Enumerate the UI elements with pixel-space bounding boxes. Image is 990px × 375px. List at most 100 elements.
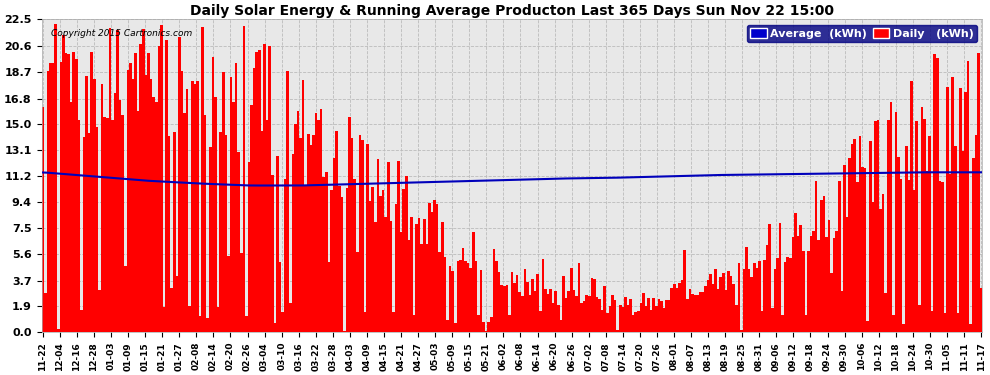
Bar <box>892 315 895 332</box>
Bar <box>98 290 101 332</box>
Bar <box>980 288 982 332</box>
Bar <box>696 295 699 332</box>
Bar <box>580 303 583 332</box>
Bar <box>387 162 389 332</box>
Bar <box>263 44 265 332</box>
Bar <box>410 216 413 332</box>
Bar <box>467 262 469 332</box>
Bar <box>575 296 578 332</box>
Bar <box>640 303 643 332</box>
Bar <box>554 291 557 332</box>
Bar <box>622 307 624 332</box>
Bar <box>635 312 637 332</box>
Bar <box>135 53 137 332</box>
Bar <box>738 263 741 332</box>
Bar <box>291 154 294 332</box>
Bar <box>315 113 318 332</box>
Bar <box>439 252 442 332</box>
Bar <box>617 330 619 332</box>
Bar <box>675 288 678 332</box>
Bar <box>258 50 260 332</box>
Bar <box>165 40 168 332</box>
Bar <box>665 300 668 332</box>
Bar <box>183 113 186 332</box>
Bar <box>199 316 201 332</box>
Bar <box>168 136 170 332</box>
Bar <box>681 280 683 332</box>
Bar <box>825 237 828 332</box>
Bar <box>186 90 188 332</box>
Bar <box>511 272 513 332</box>
Bar <box>318 120 320 332</box>
Bar <box>101 84 103 332</box>
Bar <box>730 276 733 332</box>
Bar <box>454 323 456 332</box>
Bar <box>763 260 766 332</box>
Bar <box>62 35 64 332</box>
Bar <box>70 102 72 332</box>
Bar <box>519 292 521 332</box>
Bar <box>252 68 255 332</box>
Bar <box>709 274 712 332</box>
Bar <box>80 310 83 332</box>
Bar <box>910 81 913 332</box>
Bar <box>794 213 797 332</box>
Bar <box>614 300 617 332</box>
Bar <box>660 301 662 332</box>
Bar <box>124 266 127 332</box>
Bar <box>551 303 554 332</box>
Bar <box>701 292 704 332</box>
Bar <box>346 188 348 332</box>
Bar <box>789 258 792 332</box>
Bar <box>921 107 923 332</box>
Title: Daily Solar Energy & Running Average Producton Last 365 Days Sun Nov 22 15:00: Daily Solar Energy & Running Average Pro… <box>190 4 834 18</box>
Bar <box>191 81 194 332</box>
Bar <box>395 204 397 332</box>
Bar <box>758 261 760 332</box>
Bar <box>42 107 45 332</box>
Bar <box>423 219 426 332</box>
Bar <box>436 204 439 332</box>
Bar <box>918 305 921 332</box>
Bar <box>779 223 781 332</box>
Bar <box>508 315 511 332</box>
Bar <box>402 189 405 332</box>
Bar <box>397 160 400 332</box>
Bar <box>451 270 454 332</box>
Bar <box>668 300 670 332</box>
Bar <box>389 220 392 332</box>
Bar <box>413 315 415 332</box>
Bar <box>542 259 545 332</box>
Bar <box>77 120 80 332</box>
Bar <box>694 295 696 332</box>
Bar <box>951 77 954 332</box>
Bar <box>866 321 869 332</box>
Bar <box>75 58 77 332</box>
Bar <box>712 284 715 332</box>
Bar <box>446 320 448 332</box>
Bar <box>673 284 675 332</box>
Bar <box>374 222 376 332</box>
Bar <box>797 236 799 332</box>
Bar <box>624 297 627 332</box>
Bar <box>350 138 353 332</box>
Bar <box>196 81 199 332</box>
Bar <box>114 93 116 332</box>
Bar <box>212 57 214 332</box>
Bar <box>474 261 477 332</box>
Bar <box>220 132 222 332</box>
Bar <box>469 268 472 332</box>
Bar <box>670 288 673 332</box>
Bar <box>869 141 871 332</box>
Bar <box>897 156 900 332</box>
Bar <box>64 54 67 332</box>
Bar <box>140 44 142 332</box>
Bar <box>707 280 709 332</box>
Bar <box>83 137 85 332</box>
Bar <box>500 285 503 332</box>
Bar <box>240 253 243 332</box>
Bar <box>148 53 149 332</box>
Bar <box>699 292 701 332</box>
Bar <box>431 212 434 332</box>
Bar <box>954 146 956 332</box>
